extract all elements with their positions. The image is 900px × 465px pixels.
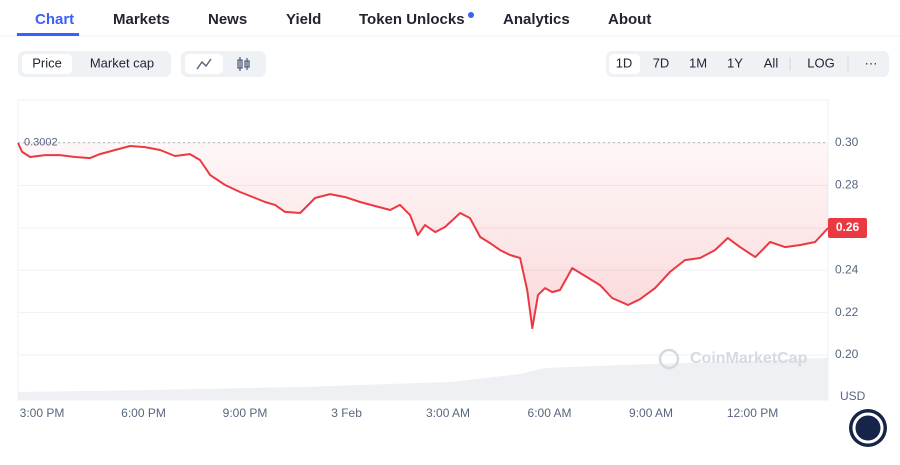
watermark-logo	[658, 348, 680, 370]
y-tick-label: 0.28	[835, 178, 859, 192]
volume-area	[18, 358, 828, 400]
x-tick-label: 3 Feb	[331, 406, 362, 420]
candle-icon[interactable]	[237, 57, 250, 71]
x-tick-label: 9:00 PM	[223, 406, 268, 420]
y-unit: USD	[840, 389, 866, 403]
nav-tab[interactable]: Analytics	[503, 11, 570, 28]
cmc-logo	[849, 409, 887, 447]
more-button[interactable]: ···	[865, 55, 878, 70]
range-button[interactable]: 1M	[689, 55, 707, 70]
nav-tab[interactable]: News	[208, 11, 247, 28]
x-tick-label: 3:00 AM	[426, 406, 470, 420]
price-line	[17, 142, 829, 330]
log-button[interactable]: LOG	[807, 55, 834, 70]
x-tick-label: 12:00 PM	[727, 406, 778, 420]
y-tick-label: 0.20	[835, 347, 859, 361]
x-tick-label: 6:00 AM	[528, 406, 572, 420]
price-badge	[828, 218, 867, 239]
metric-button[interactable]: Market cap	[90, 55, 154, 70]
range-button[interactable]: 1Y	[727, 55, 743, 70]
y-tick-label: 0.24	[835, 262, 859, 276]
y-tick-label: 0.30	[835, 135, 859, 149]
range-button[interactable]: 1D	[616, 55, 633, 70]
watermark: CoinMarketCap	[690, 350, 808, 367]
nav-tab[interactable]: Token Unlocks	[359, 11, 465, 28]
new-dot	[468, 12, 474, 18]
metric-button[interactable]: Price	[32, 55, 62, 70]
nav-tab[interactable]: Markets	[113, 11, 170, 28]
active-underline	[17, 33, 79, 36]
nav-tab[interactable]: About	[608, 11, 651, 28]
last-value-label: 0.26	[836, 220, 860, 234]
nav-tab[interactable]: Chart	[35, 11, 74, 28]
x-tick-label: 3:00 PM	[20, 406, 65, 420]
line-icon[interactable]	[196, 58, 212, 70]
active-pill	[22, 54, 72, 74]
x-tick-label: 9:00 AM	[629, 406, 673, 420]
active-pill	[609, 54, 640, 74]
range-button[interactable]: All	[764, 55, 779, 70]
price-area	[18, 142, 828, 329]
y-tick-label: 0.22	[835, 305, 859, 319]
x-tick-label: 6:00 PM	[121, 406, 166, 420]
plot: 0.20 0.22 0.24 0.26 0.28 0.30 3:00 PM 6:00 PM 9:…	[17, 135, 867, 420]
nav-tab[interactable]: Yield	[286, 11, 321, 28]
range-button[interactable]: 7D	[653, 55, 670, 70]
range-group	[606, 51, 889, 77]
